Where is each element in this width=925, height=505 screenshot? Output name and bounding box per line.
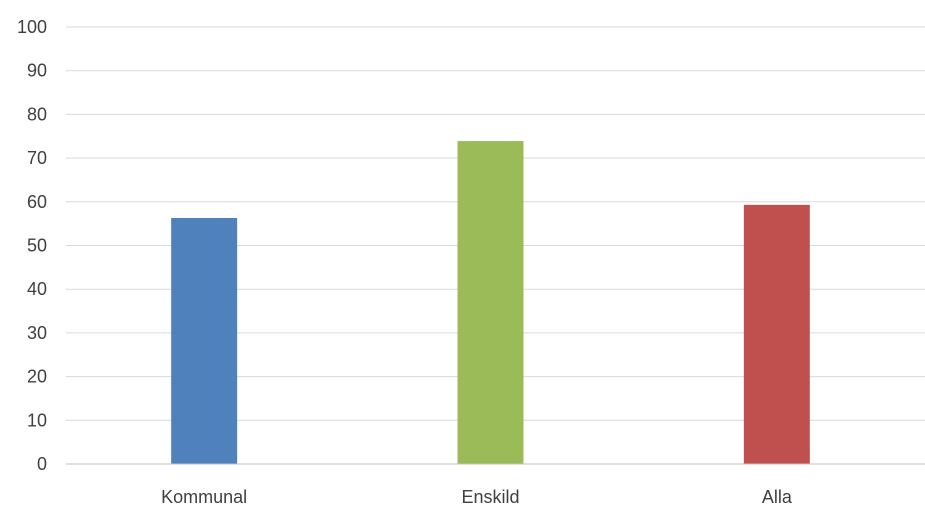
y-tick-label-10: 10 (27, 410, 47, 430)
y-tick-label-70: 70 (27, 148, 47, 168)
y-tick-label-40: 40 (27, 279, 47, 299)
bar-enskild (457, 141, 524, 464)
x-category-label-enskild: Enskild (461, 487, 519, 505)
y-tick-label-90: 90 (27, 61, 47, 81)
bars (171, 141, 810, 464)
y-tick-label-50: 50 (27, 236, 47, 256)
x-axis-category-labels: Kommunal Enskild Alla (161, 487, 793, 505)
y-tick-label-100: 100 (17, 17, 47, 37)
y-tick-label-60: 60 (27, 192, 47, 212)
x-category-label-kommunal: Kommunal (161, 487, 247, 505)
y-tick-label-80: 80 (27, 104, 47, 124)
bar-kommunal (171, 217, 238, 464)
y-axis-tick-labels: 0 10 20 30 40 50 60 70 80 90 100 (17, 17, 47, 474)
y-tick-label-30: 30 (27, 323, 47, 343)
x-category-label-alla: Alla (762, 487, 793, 505)
bar-alla (743, 204, 810, 464)
y-tick-label-20: 20 (27, 367, 47, 387)
y-tick-label-0: 0 (37, 454, 47, 474)
